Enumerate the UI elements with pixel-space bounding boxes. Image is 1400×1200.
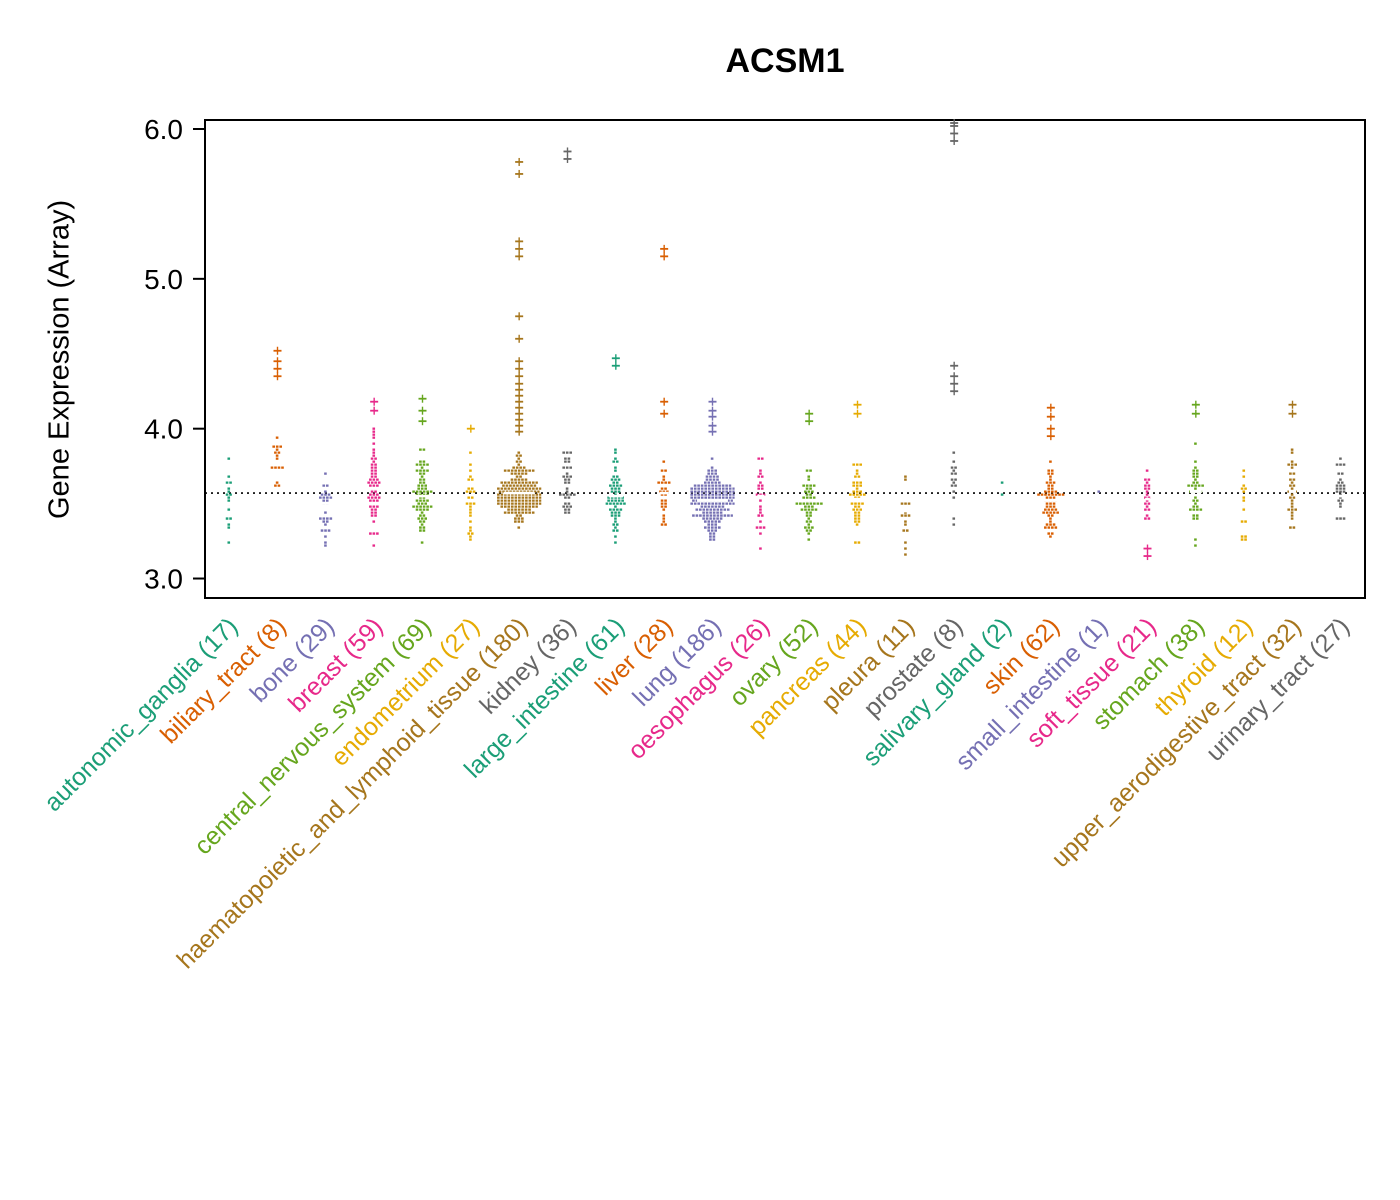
violin-pleura [900, 475, 911, 556]
violin-oesophagus [755, 457, 766, 550]
violin-prostate [950, 119, 959, 526]
violin-lung [690, 397, 735, 541]
violin-kidney [559, 147, 576, 514]
violin-stomach [1187, 400, 1205, 547]
x-label-autonomic_ganglia: autonomic_ganglia (17) [39, 612, 244, 817]
violin-skin [1037, 403, 1065, 538]
violin-liver [657, 244, 671, 526]
violin-urinary_tract [1335, 457, 1346, 520]
violin-breast [367, 397, 381, 547]
chart-title: ACSM1 [725, 42, 845, 80]
violin-biliary_tract [270, 346, 285, 487]
y-tick-label: 5.0 [144, 264, 183, 295]
y-tick-label: 4.0 [144, 414, 183, 445]
violin-soft_tissue [1143, 469, 1152, 561]
violin-thyroid [1240, 469, 1248, 541]
violin-central_nervous_system [412, 394, 433, 544]
violin-upper_aerodigestive_tract [1287, 400, 1298, 529]
violin-endometrium [465, 424, 476, 541]
violin-ovary [795, 409, 823, 541]
violin-haematopoietic_and_lymphoid_tissue [497, 157, 542, 529]
violin-large_intestine [605, 354, 627, 544]
y-tick-label: 6.0 [144, 114, 183, 145]
violin-autonomic_ganglia [225, 457, 233, 544]
plot-border [204, 119, 1366, 599]
violin-bone [319, 472, 333, 547]
violin-pancreas [849, 400, 866, 544]
violin-salivary_gland [1000, 481, 1005, 496]
y-tick-label: 3.0 [144, 564, 183, 595]
